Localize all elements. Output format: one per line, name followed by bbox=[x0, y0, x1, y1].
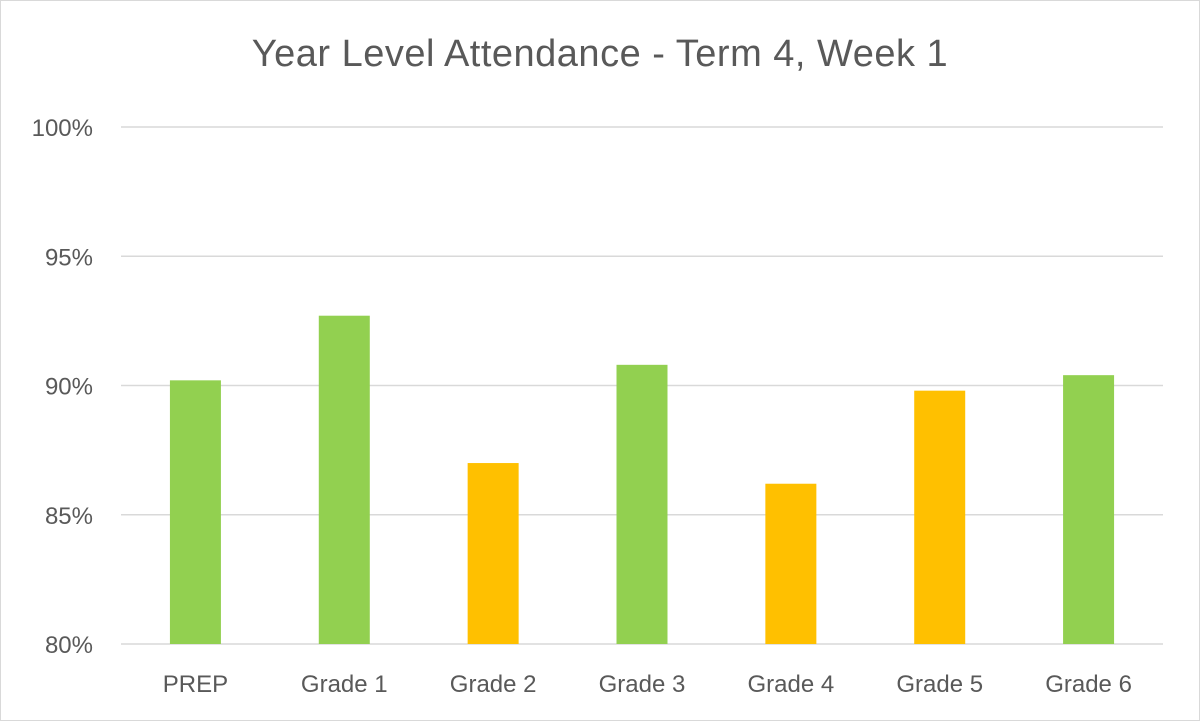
y-tick-label: 95% bbox=[45, 244, 93, 271]
bars bbox=[169, 315, 1115, 644]
bar-grade-1 bbox=[318, 315, 370, 644]
bar-grade-2 bbox=[467, 463, 519, 644]
x-axis-tick-labels: PREP Grade 1 Grade 2 Grade 3 Grade 4 Grade 5 G… bbox=[163, 671, 1132, 698]
y-tick-label: 85% bbox=[45, 503, 93, 530]
y-tick-label: 90% bbox=[45, 374, 93, 401]
bar-grade-3 bbox=[616, 364, 668, 644]
bar-grade-4 bbox=[765, 483, 817, 644]
x-tick-label: Grade 5 bbox=[896, 671, 983, 698]
x-tick-label: Grade 6 bbox=[1045, 671, 1132, 698]
y-axis-tick-labels: 80% 85% 90% 95% 100% bbox=[32, 115, 93, 659]
chart-title: Year Level Attendance - Term 4, Week 1 bbox=[251, 33, 949, 75]
bar-grade-6 bbox=[1063, 375, 1115, 644]
x-tick-label: Grade 3 bbox=[599, 671, 686, 698]
x-tick-label: Grade 4 bbox=[747, 671, 834, 698]
y-tick-label: 80% bbox=[45, 632, 93, 659]
y-tick-label: 100% bbox=[32, 115, 93, 142]
x-tick-label: Grade 2 bbox=[450, 671, 537, 698]
bar-grade-5 bbox=[914, 390, 966, 644]
x-tick-label: Grade 1 bbox=[301, 671, 388, 698]
bar-prep bbox=[169, 380, 221, 644]
x-tick-label: PREP bbox=[163, 671, 228, 698]
